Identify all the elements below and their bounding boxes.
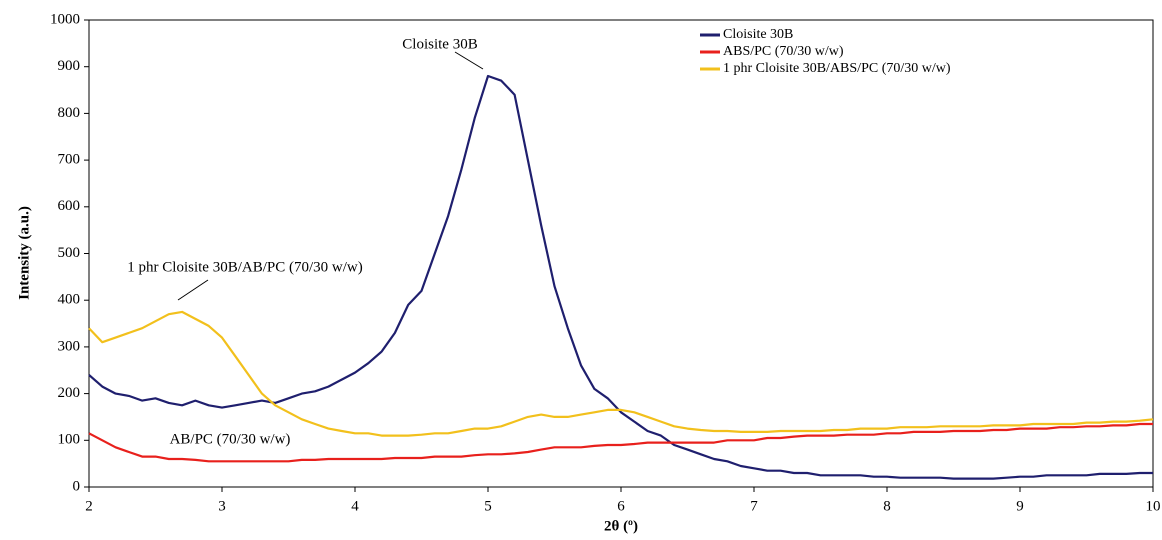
annotation-arrow — [177, 279, 209, 301]
x-tick-label: 2 — [85, 498, 93, 514]
series-line — [88, 422, 1153, 463]
legend-label: 1 phr Cloisite 30B/ABS/PC (70/30 w/w) — [723, 61, 951, 76]
legend-label: Cloisite 30B — [723, 27, 793, 42]
x-tick-label: 8 — [883, 498, 891, 514]
x-tick-label: 7 — [750, 498, 758, 514]
legend-label: ABS/PC (70/30 w/w) — [723, 44, 844, 59]
y-tick-label: 900 — [58, 58, 81, 74]
x-tick-label: 6 — [617, 498, 625, 514]
y-tick-label: 700 — [58, 152, 81, 168]
series-line — [88, 310, 1154, 437]
y-tick-label: 500 — [58, 245, 81, 261]
annotation: AB/PC (70/30 w/w) — [170, 431, 291, 447]
y-tick-label: 200 — [58, 385, 81, 401]
annotation: 1 phr Cloisite 30B/AB/PC (70/30 w/w) — [127, 259, 362, 275]
y-tick-label: 600 — [58, 198, 81, 214]
x-tick-label: 5 — [484, 498, 492, 514]
y-tick-label: 800 — [58, 105, 81, 121]
series-line — [88, 74, 1153, 480]
x-axis-label: 2θ (º) — [604, 518, 638, 534]
x-tick-label: 3 — [218, 498, 226, 514]
x-tick-label: 10 — [1146, 498, 1161, 514]
x-tick-label: 4 — [351, 498, 359, 514]
y-tick-label: 100 — [58, 432, 81, 448]
plot-frame — [88, 19, 1154, 488]
y-tick-label: 0 — [73, 478, 81, 494]
annotation: Cloisite 30B — [402, 36, 477, 52]
y-tick-label: 400 — [58, 292, 81, 308]
y-tick-label: 300 — [58, 338, 81, 354]
annotation-arrow — [454, 51, 484, 70]
y-axis-label: Intensity (a.u.) — [16, 206, 32, 300]
x-tick-label: 9 — [1016, 498, 1024, 514]
y-tick-label: 1000 — [50, 11, 80, 27]
